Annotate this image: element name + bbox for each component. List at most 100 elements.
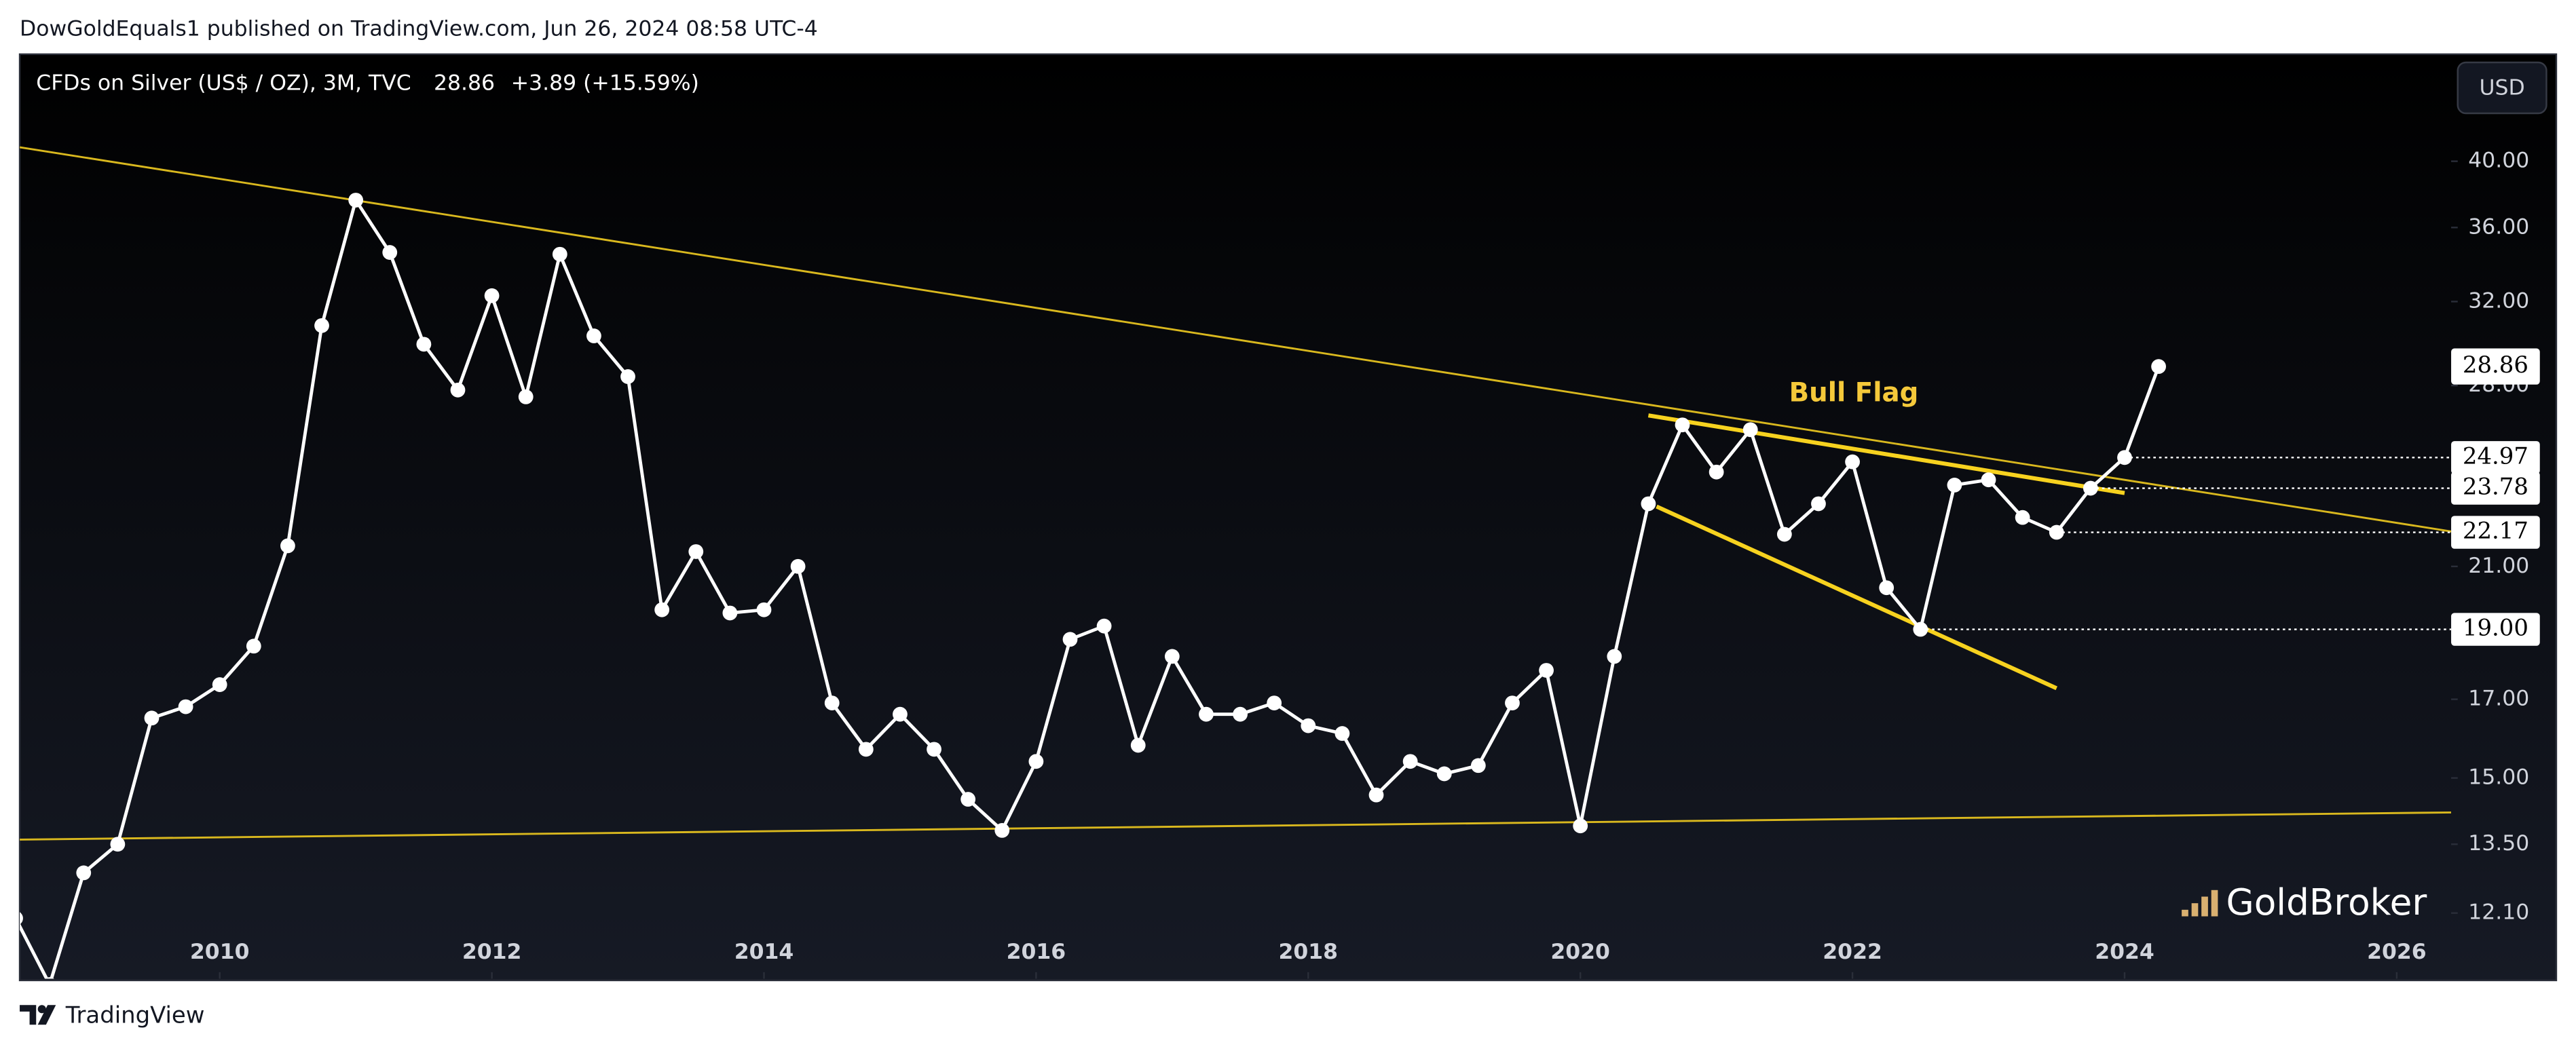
price-point: [2049, 524, 2064, 540]
price-point: [1062, 632, 1078, 647]
price-point: [1709, 464, 1724, 480]
price-point: [20, 912, 23, 925]
x-tick-label: 2020: [1550, 940, 1610, 964]
price-point: [1334, 726, 1350, 741]
price-point: [858, 742, 874, 757]
price-point: [1607, 649, 1622, 664]
price-point: [824, 695, 840, 710]
x-tick-label: 2022: [1823, 940, 1882, 964]
y-tick-label: 12.10: [2468, 900, 2529, 925]
y-tick-label: 32.00: [2468, 288, 2529, 313]
price-point: [1164, 649, 1180, 664]
price-point: [1233, 706, 1248, 722]
plot-area: Bull Flag: [20, 146, 2452, 979]
price-point: [756, 602, 772, 617]
price-point: [1368, 787, 1384, 803]
x-tick-label: 2014: [734, 940, 794, 964]
price-point: [1436, 766, 1452, 782]
price-point: [586, 328, 601, 343]
price-point: [212, 677, 227, 692]
price-point: [1402, 754, 1418, 769]
level-label: 19.00: [2463, 615, 2528, 641]
level-label-box: [2451, 472, 2540, 505]
price-point: [1879, 580, 1894, 596]
price-point: [110, 837, 126, 852]
price-point: [45, 977, 54, 979]
footer-brand: TradingView: [65, 1002, 205, 1029]
y-tick-label: 21.00: [2468, 554, 2529, 578]
price-point: [314, 318, 329, 333]
x-tick-label: 2018: [1279, 940, 1339, 964]
level-label: 23.78: [2463, 474, 2528, 500]
x-tick-label: 2016: [1007, 940, 1066, 964]
price-point: [654, 602, 670, 617]
price-point: [1505, 695, 1520, 710]
y-tick-label: 15.00: [2468, 765, 2529, 790]
price-point: [1776, 527, 1792, 542]
price-point: [1845, 454, 1860, 470]
last-price-label: 28.86: [2463, 351, 2528, 378]
trendline: [20, 811, 2452, 841]
price-point: [76, 865, 92, 881]
y-tick-label: 13.50: [2468, 831, 2529, 856]
price-point: [1301, 718, 1316, 733]
price-point: [2117, 450, 2132, 465]
price-point: [1641, 496, 1656, 512]
level-label: 22.17: [2463, 518, 2528, 544]
trendline: [1647, 413, 2125, 495]
price-point: [1811, 496, 1826, 512]
currency-label[interactable]: USD: [2479, 76, 2524, 100]
x-tick-label: 2026: [2367, 940, 2427, 964]
x-tick-label: 2024: [2095, 940, 2154, 964]
price-point: [1913, 622, 1928, 637]
price-point: [484, 288, 500, 303]
price-point: [1199, 706, 1214, 722]
price-line: [20, 196, 2161, 979]
price-point: [893, 706, 908, 722]
price-point: [518, 389, 534, 404]
price-point: [552, 246, 567, 262]
x-tick-label: 2012: [462, 940, 522, 964]
level-label-box: [2451, 516, 2540, 549]
price-point: [1028, 754, 1044, 769]
last-price-box: [2451, 348, 2540, 385]
price-point: [416, 337, 432, 352]
price-point: [178, 699, 193, 714]
watermark: GoldBroker: [2226, 881, 2427, 923]
chart-pane: [18, 53, 2558, 982]
price-point: [382, 245, 398, 260]
y-tick-label: 36.00: [2468, 214, 2529, 239]
tradingview-logo: [20, 1005, 56, 1025]
price-point: [1573, 818, 1588, 834]
price-point: [960, 792, 976, 807]
price-point: [348, 193, 364, 208]
bull-flag-annotation: Bull Flag: [1789, 377, 1919, 408]
price-point: [2151, 359, 2166, 375]
price-point: [722, 605, 738, 621]
price-point: [1470, 758, 1486, 773]
price-point: [1539, 663, 1554, 678]
price-point: [790, 558, 806, 574]
price-point: [927, 742, 941, 757]
price-point: [688, 544, 704, 559]
price-point: [1096, 618, 1112, 634]
price-point: [1981, 472, 1996, 488]
price-point: [280, 538, 295, 554]
price-point: [1130, 738, 1146, 753]
price-axis: 12.1013.5015.0017.0021.0028.0032.0036.00…: [2451, 149, 2540, 925]
price-point: [994, 822, 1010, 838]
price-point: [1675, 417, 1690, 433]
price-point: [1267, 695, 1282, 710]
level-label-box: [2451, 613, 2540, 646]
level-label: 24.97: [2463, 442, 2528, 469]
price-point: [2083, 480, 2098, 496]
price-point: [246, 638, 261, 654]
x-tick-label: 2010: [190, 940, 250, 964]
trendline: [1656, 504, 2058, 691]
currency-button[interactable]: [2457, 61, 2547, 115]
price-point: [1947, 478, 1962, 493]
legend-last: 28.86: [434, 71, 495, 95]
level-label-box: [2451, 441, 2540, 474]
